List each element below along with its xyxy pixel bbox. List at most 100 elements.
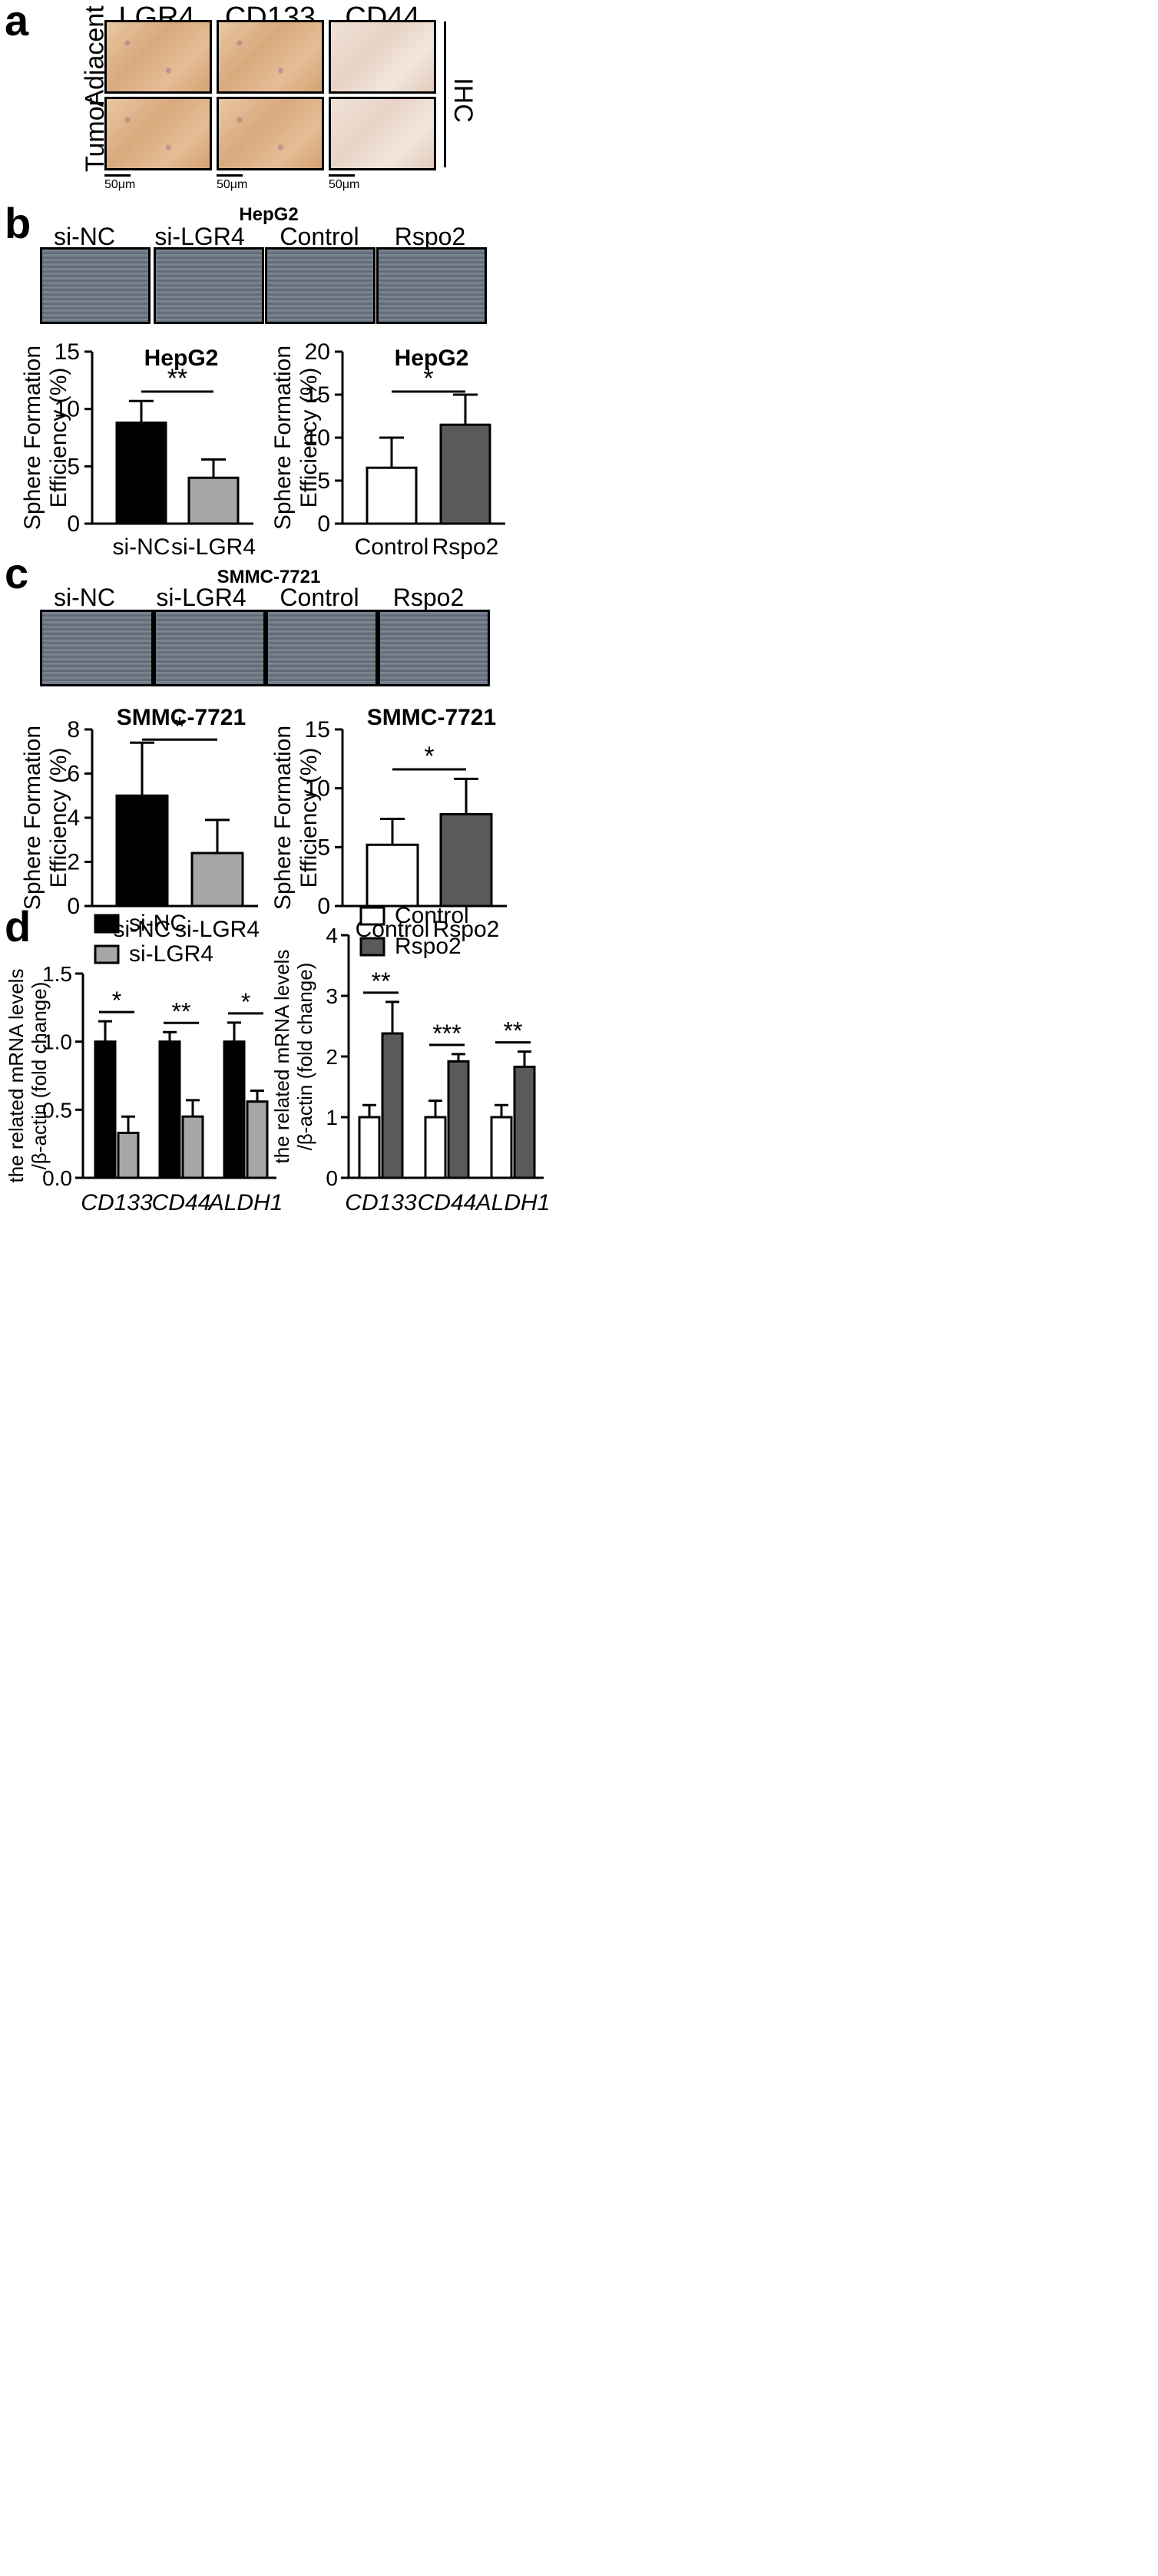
- bar: [439, 812, 493, 908]
- significance-marker: **: [167, 364, 187, 393]
- panel-c-title: SMMC-7721: [217, 567, 321, 587]
- bar: [94, 1040, 117, 1179]
- y-tick-label: 15: [305, 382, 330, 408]
- y-axis-label-line: Sphere Formation: [20, 346, 45, 530]
- sphere-b-label-rspo2: Rspo2: [394, 223, 466, 250]
- y-tick-label: 15: [305, 717, 330, 742]
- panel-letter-a: a: [5, 0, 29, 45]
- ihc-image-adjacent-cd44: [329, 20, 436, 94]
- panel-b-title: HepG2: [239, 204, 299, 225]
- chart-title: HepG2: [144, 346, 219, 371]
- x-tick-label: si-NC: [113, 534, 170, 560]
- significance-marker: ***: [432, 1020, 461, 1047]
- legend-swatch: [94, 914, 120, 934]
- y-tick-label: 0.0: [42, 1166, 72, 1190]
- x-tick-label: ALDH1: [475, 1190, 551, 1215]
- ihc-image-adjacent-lgr4: [104, 20, 212, 94]
- x-tick-label: Rspo2: [433, 917, 500, 942]
- y-tick-label: 5: [67, 454, 80, 479]
- y-axis-label: Sphere Formation Efficiency (%): [270, 346, 322, 530]
- ihc-image-tumor-cd44: [329, 97, 436, 170]
- sphere-b-label-sinc: si-NC: [54, 223, 115, 250]
- panel-letter-d: d: [5, 902, 31, 951]
- y-axis-label-line: Efficiency (%): [46, 748, 71, 888]
- bar: [366, 843, 419, 908]
- x-tick-label: ALDH1: [207, 1190, 283, 1215]
- bar: [424, 1116, 447, 1179]
- significance-marker: **: [372, 967, 391, 995]
- y-tick-label: 20: [305, 339, 330, 365]
- bar: [187, 476, 240, 525]
- significance-marker: *: [423, 364, 433, 393]
- y-axis-label: Sphere Formation Efficiency (%): [20, 726, 71, 910]
- sphere-image-c-control: [266, 610, 378, 686]
- bar: [447, 1060, 470, 1179]
- y-axis-label-line: Efficiency (%): [46, 368, 71, 508]
- bar: [115, 794, 169, 908]
- y-axis-label-line: /β-actin (fold change): [28, 982, 51, 1170]
- x-tick-label: Control: [355, 534, 429, 560]
- legend-label: si-LGR4: [129, 941, 213, 967]
- y-axis-label-line: Efficiency (%): [296, 368, 322, 508]
- bar: [381, 1032, 404, 1179]
- y-tick-label: 1.0: [42, 1030, 72, 1054]
- y-axis-label-line: the related mRNA levels: [5, 969, 28, 1183]
- x-tick-label: CD44: [152, 1190, 211, 1215]
- scale-bar-2: 50μm: [217, 174, 248, 191]
- chart-title: SMMC-7721: [117, 705, 246, 730]
- significance-marker: **: [504, 1017, 523, 1045]
- sphere-image-c-sinc: [40, 610, 154, 686]
- y-tick-label: 10: [305, 425, 330, 451]
- bar: [246, 1100, 269, 1179]
- bar: [513, 1065, 536, 1179]
- chart-title: HepG2: [395, 346, 469, 371]
- ihc-image-adjacent-cd133: [217, 20, 324, 94]
- significance-marker: *: [241, 988, 250, 1016]
- y-tick-label: 10: [305, 776, 330, 802]
- y-tick-label: 1.5: [42, 962, 72, 986]
- y-axis-label: Sphere Formation Efficiency (%): [20, 346, 71, 530]
- sphere-image-b-sinc: [40, 247, 151, 324]
- ihc-bracket-line: [444, 21, 446, 167]
- y-axis-label-line: Sphere Formation: [270, 726, 296, 910]
- y-tick-label: 0: [326, 1166, 338, 1190]
- sphere-c-label-sinc: si-NC: [54, 584, 115, 611]
- bar: [223, 1040, 246, 1179]
- sphere-b-label-control: Control: [280, 223, 359, 250]
- ihc-image-tumor-cd133: [217, 97, 324, 170]
- sphere-image-b-control: [265, 247, 376, 324]
- y-axis-label-line: Sphere Formation: [20, 726, 45, 910]
- y-tick-label: 4: [326, 924, 338, 947]
- y-tick-label: 10: [55, 397, 80, 422]
- sphere-image-b-rspo2: [376, 247, 487, 324]
- y-tick-label: 0: [67, 894, 80, 919]
- y-tick-label: 5: [317, 468, 330, 494]
- sphere-image-c-silgr4: [154, 610, 266, 686]
- x-tick-label: CD133: [345, 1190, 417, 1215]
- x-tick-label: Rspo2: [432, 534, 499, 560]
- bar: [358, 1116, 381, 1179]
- y-tick-label: 15: [55, 339, 80, 365]
- x-tick-label: si-NC: [114, 917, 171, 942]
- y-tick-label: 2: [67, 850, 80, 875]
- y-tick-label: 1: [326, 1106, 338, 1129]
- legend-label: Rspo2: [395, 934, 462, 959]
- ihc-image-tumor-lgr4: [104, 97, 212, 170]
- y-tick-label: 0: [67, 511, 80, 537]
- bar: [190, 852, 244, 908]
- panel-letter-c: c: [5, 549, 29, 597]
- legend-swatch: [359, 937, 385, 957]
- bar: [158, 1040, 181, 1179]
- y-axis-label-line: the related mRNA levels: [270, 950, 293, 1164]
- y-tick-label: 4: [67, 805, 80, 831]
- legend-swatch: [94, 944, 120, 964]
- y-tick-label: 0: [317, 894, 330, 919]
- sphere-c-label-control: Control: [280, 584, 359, 611]
- y-axis-label: the related mRNA levels/β-actin (fold ch…: [270, 950, 316, 1164]
- legend-swatch: [359, 906, 385, 926]
- significance-marker: *: [174, 712, 184, 741]
